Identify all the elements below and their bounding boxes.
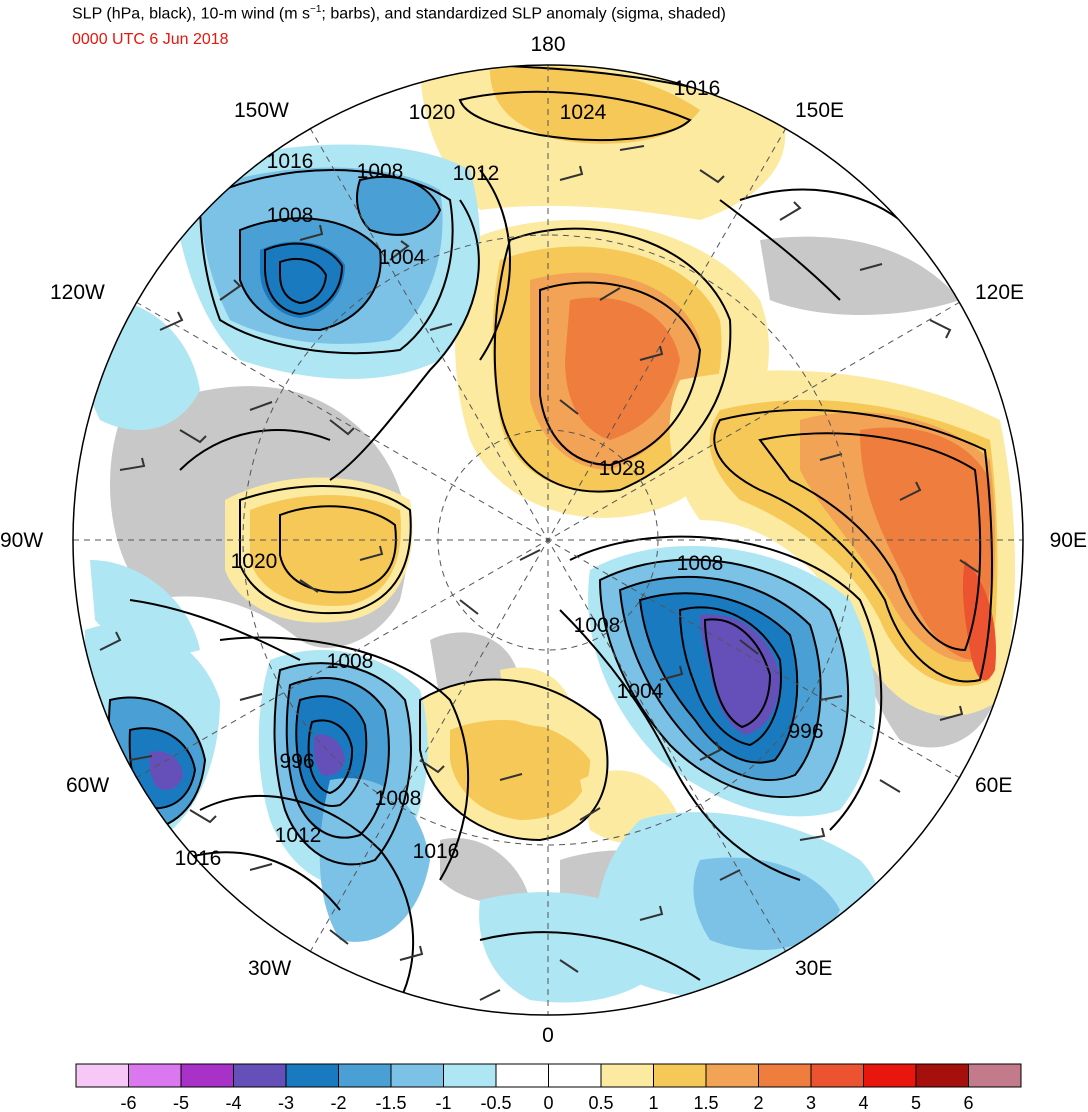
colorbar-tick-label: -2	[330, 1093, 346, 1112]
colorbar-labels: -6 -5 -4 -3 -2 -1.5 -1 -0.5 0 0.5 1 1.5 2 3 4 5 6	[120, 1093, 973, 1112]
lon-label-60e: 60E	[975, 774, 1012, 797]
wind-barbs	[99, 145, 979, 1001]
lon-label-30w: 30W	[248, 957, 291, 980]
title-units-exponent: −1	[310, 4, 322, 15]
colorbar-box	[338, 1063, 392, 1088]
lon-label-90e: 90E	[1050, 529, 1087, 552]
isobar-label: 1028	[599, 457, 646, 480]
lon-label-120w: 120W	[50, 281, 105, 304]
colorbar-box	[75, 1063, 129, 1088]
colorbar-box	[653, 1063, 707, 1088]
colorbar-box	[495, 1063, 549, 1088]
lon-label-60w: 60W	[66, 774, 109, 797]
isobar-label: 1008	[677, 552, 724, 575]
isobar-label: 1020	[231, 550, 278, 573]
isobar-label: 1004	[379, 246, 426, 269]
graticule	[73, 65, 1023, 1015]
valid-time: 0000 UTC 6 Jun 2018	[72, 31, 229, 48]
isobar-label: 1016	[175, 847, 222, 870]
colorbar-box	[968, 1063, 1022, 1088]
colorbar-box	[705, 1063, 759, 1088]
colorbar-tick-label: -1.5	[375, 1093, 406, 1112]
lon-label-150e: 150E	[795, 99, 844, 122]
colorbar-tick-label: 3	[806, 1093, 816, 1112]
colorbar-tick-label: 0	[543, 1093, 553, 1112]
positive-anomaly-shading	[225, 65, 1015, 844]
colorbar-box	[443, 1063, 497, 1088]
map-boundary	[72, 64, 1024, 1016]
polar-map: 180 0 90W 90E 150W 150E 120W 120E 60W 60…	[0, 33, 1087, 1047]
colorbar-box	[810, 1063, 864, 1088]
isobar-label: 1008	[574, 614, 621, 637]
colorbar-tick-label: 4	[858, 1093, 868, 1112]
lon-label-120e: 120E	[975, 281, 1024, 304]
lon-label-0: 0	[542, 1024, 554, 1047]
isobar-label: 1016	[674, 77, 721, 100]
colorbar: -6 -5 -4 -3 -2 -1.5 -1 -0.5 0 0.5 1 1.5 2 3 4 5 6	[75, 1063, 1022, 1112]
colorbar-box	[390, 1063, 444, 1088]
colorbar-tick-label: 5	[911, 1093, 921, 1112]
isobar-label: 1008	[327, 650, 374, 673]
isobar-label: 1008	[267, 204, 314, 227]
colorbar-box	[915, 1063, 969, 1088]
isobar-label: 996	[788, 720, 823, 743]
meridian-120e-60w	[135, 301, 961, 779]
colorbar-box	[758, 1063, 812, 1088]
lon-label-30e: 30E	[795, 957, 832, 980]
isobar-label: 1012	[453, 162, 500, 185]
colorbar-tick-label: -4	[225, 1093, 241, 1112]
isobar-label: 996	[279, 750, 314, 773]
figure-title: SLP (hPa, black), 10-m wind (m s−1; barb…	[72, 4, 726, 23]
title-rest: ; barbs), and standardized SLP anomaly (…	[321, 5, 726, 23]
colorbar-box	[180, 1063, 234, 1088]
title-main: SLP (hPa, black), 10-m wind (m s	[72, 5, 311, 23]
lon-label-90w: 90W	[0, 529, 43, 552]
colorbar-tick-label: 1.5	[693, 1093, 718, 1112]
colorbar-box	[548, 1063, 602, 1088]
lon-label-180: 180	[530, 33, 565, 56]
colorbar-tick-label: 6	[963, 1093, 973, 1112]
colorbar-tick-label: -1	[435, 1093, 451, 1112]
colorbar-tick-label: 0.5	[588, 1093, 613, 1112]
colorbar-box	[600, 1063, 654, 1088]
colorbar-tick-label: -5	[173, 1093, 189, 1112]
isobar-label: 1020	[409, 101, 456, 124]
colorbar-tick-label: -6	[120, 1093, 136, 1112]
colorbar-tick-label: 2	[753, 1093, 763, 1112]
colorbar-tick-label: -0.5	[480, 1093, 511, 1112]
longitude-labels: 180 0 90W 90E 150W 150E 120W 120E 60W 60…	[0, 33, 1087, 1047]
colorbar-box	[863, 1063, 917, 1088]
colorbar-tick-label: 1	[648, 1093, 658, 1112]
isobar-label: 1016	[413, 840, 460, 863]
isobar-label: 1024	[560, 101, 607, 124]
colorbar-tick-label: -3	[278, 1093, 294, 1112]
isobar-label: 1012	[275, 824, 322, 847]
colorbar-box	[233, 1063, 287, 1088]
isobar-label: 1008	[357, 160, 404, 183]
isobar-label: 1004	[617, 680, 664, 703]
isobar-label: 1016	[267, 150, 314, 173]
isobar-label: 1008	[375, 787, 422, 810]
colorbar-boxes	[75, 1063, 1022, 1088]
colorbar-box	[128, 1063, 182, 1088]
lon-label-150w: 150W	[234, 99, 289, 122]
isobar-labels: 1020 1024 1016 1016 1008 1012 1008 1004 …	[175, 77, 824, 870]
colorbar-box	[285, 1063, 339, 1088]
